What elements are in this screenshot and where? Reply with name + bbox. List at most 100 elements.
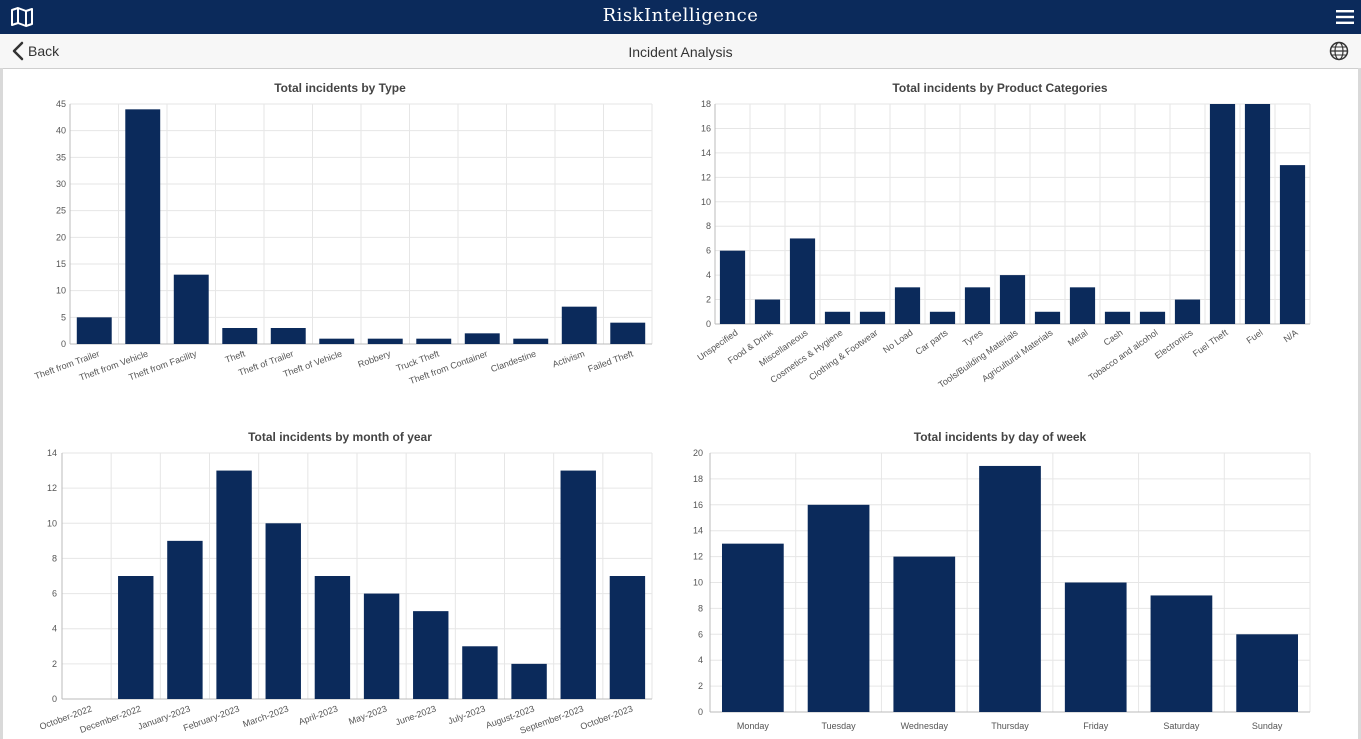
bar[interactable] [462, 646, 498, 699]
bar[interactable] [1244, 104, 1271, 324]
bar[interactable] [363, 593, 400, 699]
bar[interactable] [314, 576, 351, 699]
bar[interactable] [1069, 287, 1096, 324]
bar[interactable] [270, 328, 306, 344]
y-tick-label: 2 [52, 659, 57, 669]
bar[interactable] [167, 540, 203, 699]
bar[interactable] [722, 543, 784, 712]
x-category-label: October-2023 [579, 703, 634, 731]
bar[interactable] [216, 470, 252, 699]
y-tick-label: 16 [693, 500, 703, 510]
bar[interactable] [789, 238, 816, 324]
bar[interactable] [1034, 311, 1061, 324]
x-category-label: Sunday [1252, 721, 1283, 731]
y-tick-label: 45 [56, 99, 66, 109]
bar[interactable] [999, 275, 1026, 324]
x-category-label: No Load [881, 327, 915, 355]
y-tick-label: 8 [706, 221, 711, 231]
app-title: RiskIntelligence [602, 5, 759, 26]
y-tick-label: 14 [701, 148, 711, 158]
bar[interactable] [1150, 595, 1213, 712]
chart-3: Total incidents by month of year 0 2 4 6 8 10 1… [38, 430, 653, 736]
frame-right-edge [1358, 68, 1361, 739]
y-tick-label: 20 [56, 232, 66, 242]
bar[interactable] [173, 274, 209, 344]
bar[interactable] [979, 465, 1041, 712]
y-tick-label: 10 [56, 286, 66, 296]
bar[interactable] [511, 663, 547, 699]
chart-title: Total incidents by month of year [248, 430, 432, 444]
y-tick-label: 4 [706, 270, 711, 280]
y-tick-label: 6 [52, 589, 57, 599]
chart-1: Total incidents by Type 0 5 10 15 20 25 30 35 40 4… [33, 81, 653, 386]
chevron-left-icon [12, 41, 24, 61]
frame-left-edge [0, 68, 3, 739]
y-tick-label: 2 [706, 295, 711, 305]
bar[interactable] [413, 611, 449, 699]
bar[interactable] [1104, 311, 1131, 324]
x-category-label: February-2023 [182, 703, 241, 733]
chart-2: Total incidents by Product Categories 0 2 4… [695, 81, 1311, 390]
bar[interactable] [416, 338, 452, 344]
bar[interactable] [319, 338, 355, 344]
bar[interactable] [118, 576, 154, 699]
bar[interactable] [609, 576, 646, 699]
bar[interactable] [76, 317, 112, 344]
y-tick-label: 0 [52, 694, 57, 704]
bar[interactable] [560, 470, 596, 699]
bar[interactable] [893, 556, 956, 712]
hamburger-menu-icon[interactable] [1336, 9, 1354, 25]
bar[interactable] [964, 287, 991, 324]
bar[interactable] [894, 287, 921, 324]
bar[interactable] [125, 109, 161, 344]
x-category-label: Friday [1083, 721, 1109, 731]
x-category-label: Cash [1102, 327, 1125, 347]
x-category-label: Saturday [1163, 721, 1200, 731]
bar[interactable] [1279, 165, 1306, 324]
bar[interactable] [610, 322, 646, 344]
y-tick-label: 15 [56, 259, 66, 269]
x-category-label: Fuel [1245, 327, 1265, 345]
x-category-label: Car parts [914, 327, 950, 357]
globe-icon[interactable] [1329, 41, 1349, 61]
y-tick-label: 30 [56, 179, 66, 189]
y-tick-label: 4 [698, 655, 703, 665]
bar[interactable] [1236, 634, 1298, 712]
bar[interactable] [859, 311, 886, 324]
bar[interactable] [561, 306, 597, 344]
bar[interactable] [265, 523, 301, 699]
y-tick-label: 0 [698, 707, 703, 717]
bar[interactable] [754, 299, 781, 324]
y-tick-label: 14 [47, 448, 57, 458]
bar[interactable] [1209, 104, 1236, 324]
bar[interactable] [222, 328, 258, 344]
bar[interactable] [1064, 582, 1127, 713]
bar[interactable] [367, 338, 403, 344]
bar[interactable] [719, 250, 746, 324]
bar[interactable] [929, 311, 956, 324]
bar[interactable] [1174, 299, 1201, 324]
bar[interactable] [824, 311, 851, 324]
y-tick-label: 10 [701, 197, 711, 207]
y-tick-label: 12 [693, 552, 703, 562]
chart-title: Total incidents by Type [274, 81, 406, 95]
back-button[interactable]: Back [12, 40, 59, 62]
y-tick-label: 6 [706, 246, 711, 256]
y-tick-label: 4 [52, 624, 57, 634]
x-category-label: Failed Theft [586, 348, 634, 374]
y-tick-label: 0 [61, 339, 66, 349]
chart-title: Total incidents by Product Categories [892, 81, 1107, 95]
x-category-label: Clandestine [489, 348, 537, 374]
bar[interactable] [807, 504, 870, 712]
y-tick-label: 12 [47, 483, 57, 493]
x-category-label: N/A [1282, 327, 1300, 344]
app-header: RiskIntelligence [0, 0, 1361, 34]
bar[interactable] [464, 333, 500, 344]
x-category-label: Activism [551, 348, 586, 369]
y-tick-label: 25 [56, 206, 66, 216]
bar[interactable] [513, 338, 549, 344]
x-category-label: June-2023 [394, 703, 437, 727]
map-icon[interactable] [10, 6, 34, 28]
bar[interactable] [1139, 311, 1166, 324]
